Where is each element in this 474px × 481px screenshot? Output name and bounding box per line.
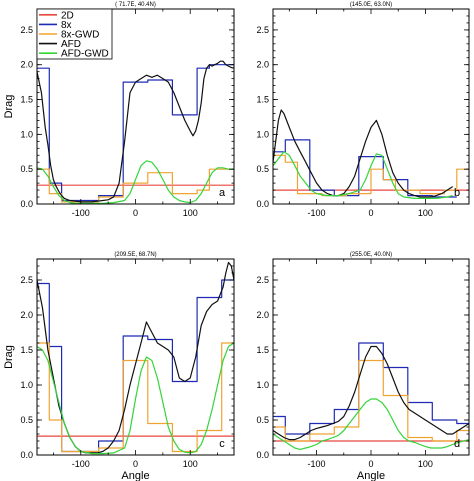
series-group: [37, 261, 234, 455]
legend-label: AFD-GWD: [61, 49, 109, 60]
x-tick-label: 100: [183, 459, 198, 469]
series-afd-line: [37, 261, 234, 454]
panel-c: (209.5E, 68.7N) 0.0 0.5 1.0 1.5 2.0 2.5 -100 0 10…: [3, 252, 235, 481]
x-tick-label: 100: [418, 459, 433, 469]
x-tick-label: -100: [72, 208, 90, 218]
y-tick-label: 0.0: [20, 199, 33, 209]
panel-a: ( 71.7E, 40.4N) 0.0 0.5 1.0 1.5 2.0 2.5 -100 0 10…: [3, 2, 235, 218]
y-tick-label: 0.5: [256, 164, 269, 174]
y-tick-label: 2.5: [20, 275, 33, 285]
x-tick-label: 0: [133, 459, 138, 469]
series-group: [273, 109, 469, 199]
panel-d: (255.0E, 40.0N) 0.0 0.5 1.0 1.5 2.0 2.5 -100 0 10…: [256, 252, 470, 481]
y-tick-label: 0.5: [256, 415, 269, 425]
legend-label: AFD: [61, 39, 81, 50]
y-tick-label: 1.0: [256, 380, 269, 390]
y-tick-label: 2.0: [256, 60, 269, 70]
x-tick-label: 0: [133, 208, 138, 218]
x-axis-title: Angle: [357, 470, 385, 481]
y-tick-label: 2.5: [256, 275, 269, 285]
series-afd-line: [273, 109, 454, 198]
y-tick-label: 1.0: [256, 129, 269, 139]
x-tick-label: 0: [368, 459, 373, 469]
y-tick-label: 0.0: [256, 199, 269, 209]
series-group: [37, 60, 234, 204]
y-tick-label: 0.5: [20, 164, 33, 174]
y-tick-label: 1.0: [20, 129, 33, 139]
series-8x-line: [273, 139, 457, 198]
x-tick-label: -100: [72, 459, 90, 469]
y-tick-label: 1.0: [20, 380, 33, 390]
legend-label: 8x: [61, 20, 72, 31]
series-afd-gwd-line: [37, 342, 234, 455]
x-tick-label: -100: [308, 459, 326, 469]
panel-letter: d: [454, 438, 460, 450]
y-tick-label: 0.5: [20, 415, 33, 425]
y-tick-label: 1.5: [20, 95, 33, 105]
x-axis-title: Angle: [121, 470, 149, 481]
series-8x-gwd-line: [37, 342, 234, 453]
panel-b: (145.0E, 63.0N) 0.0 0.5 1.0 1.5 2.0 2.5 -100 0 10…: [256, 2, 470, 218]
panel-letter: b: [454, 187, 460, 199]
panel-letter: c: [219, 438, 225, 450]
y-tick-label: 0.0: [20, 450, 33, 460]
series-8x-gwd-line: [273, 359, 469, 442]
series-8x-line: [37, 279, 234, 453]
series-8x-gwd-line: [37, 168, 234, 203]
x-tick-label: 100: [183, 208, 198, 218]
y-tick-label: 2.0: [256, 310, 269, 320]
series-afd-line: [37, 60, 234, 203]
y-tick-label: 2.5: [20, 25, 33, 35]
panel-title: ( 71.7E, 40.4N): [115, 2, 156, 8]
y-tick-label: 2.0: [20, 310, 33, 320]
legend-label: 2D: [61, 10, 74, 21]
y-tick-label: 2.0: [20, 60, 33, 70]
plot-frame: [36, 258, 235, 456]
panel-title: (255.0E, 40.0N): [350, 252, 392, 258]
x-tick-label: 0: [368, 208, 373, 218]
series-8x-line: [273, 342, 469, 435]
y-tick-label: 1.5: [256, 95, 269, 105]
series-afd-line: [273, 345, 469, 441]
series-afd-gwd-line: [273, 151, 453, 199]
series-afd-gwd-line: [37, 160, 234, 204]
y-tick-label: 1.5: [20, 345, 33, 355]
panel-title: (209.5E, 68.7N): [114, 252, 156, 258]
panel-letter: a: [219, 187, 226, 199]
plot-frame: [272, 258, 470, 456]
x-tick-label: 100: [418, 208, 433, 218]
series-afd-gwd-line: [273, 398, 469, 450]
y-tick-label: 2.5: [256, 25, 269, 35]
y-tick-label: 0.0: [256, 450, 269, 460]
series-group: [273, 342, 469, 450]
y-tick-label: 1.5: [256, 345, 269, 355]
panel-title: (145.0E, 63.0N): [350, 2, 392, 8]
x-tick-label: -100: [308, 208, 326, 218]
y-axis-title: Drag: [3, 95, 15, 119]
legend-label: 8x-GWD: [61, 30, 99, 41]
y-axis-title: Drag: [3, 345, 15, 369]
